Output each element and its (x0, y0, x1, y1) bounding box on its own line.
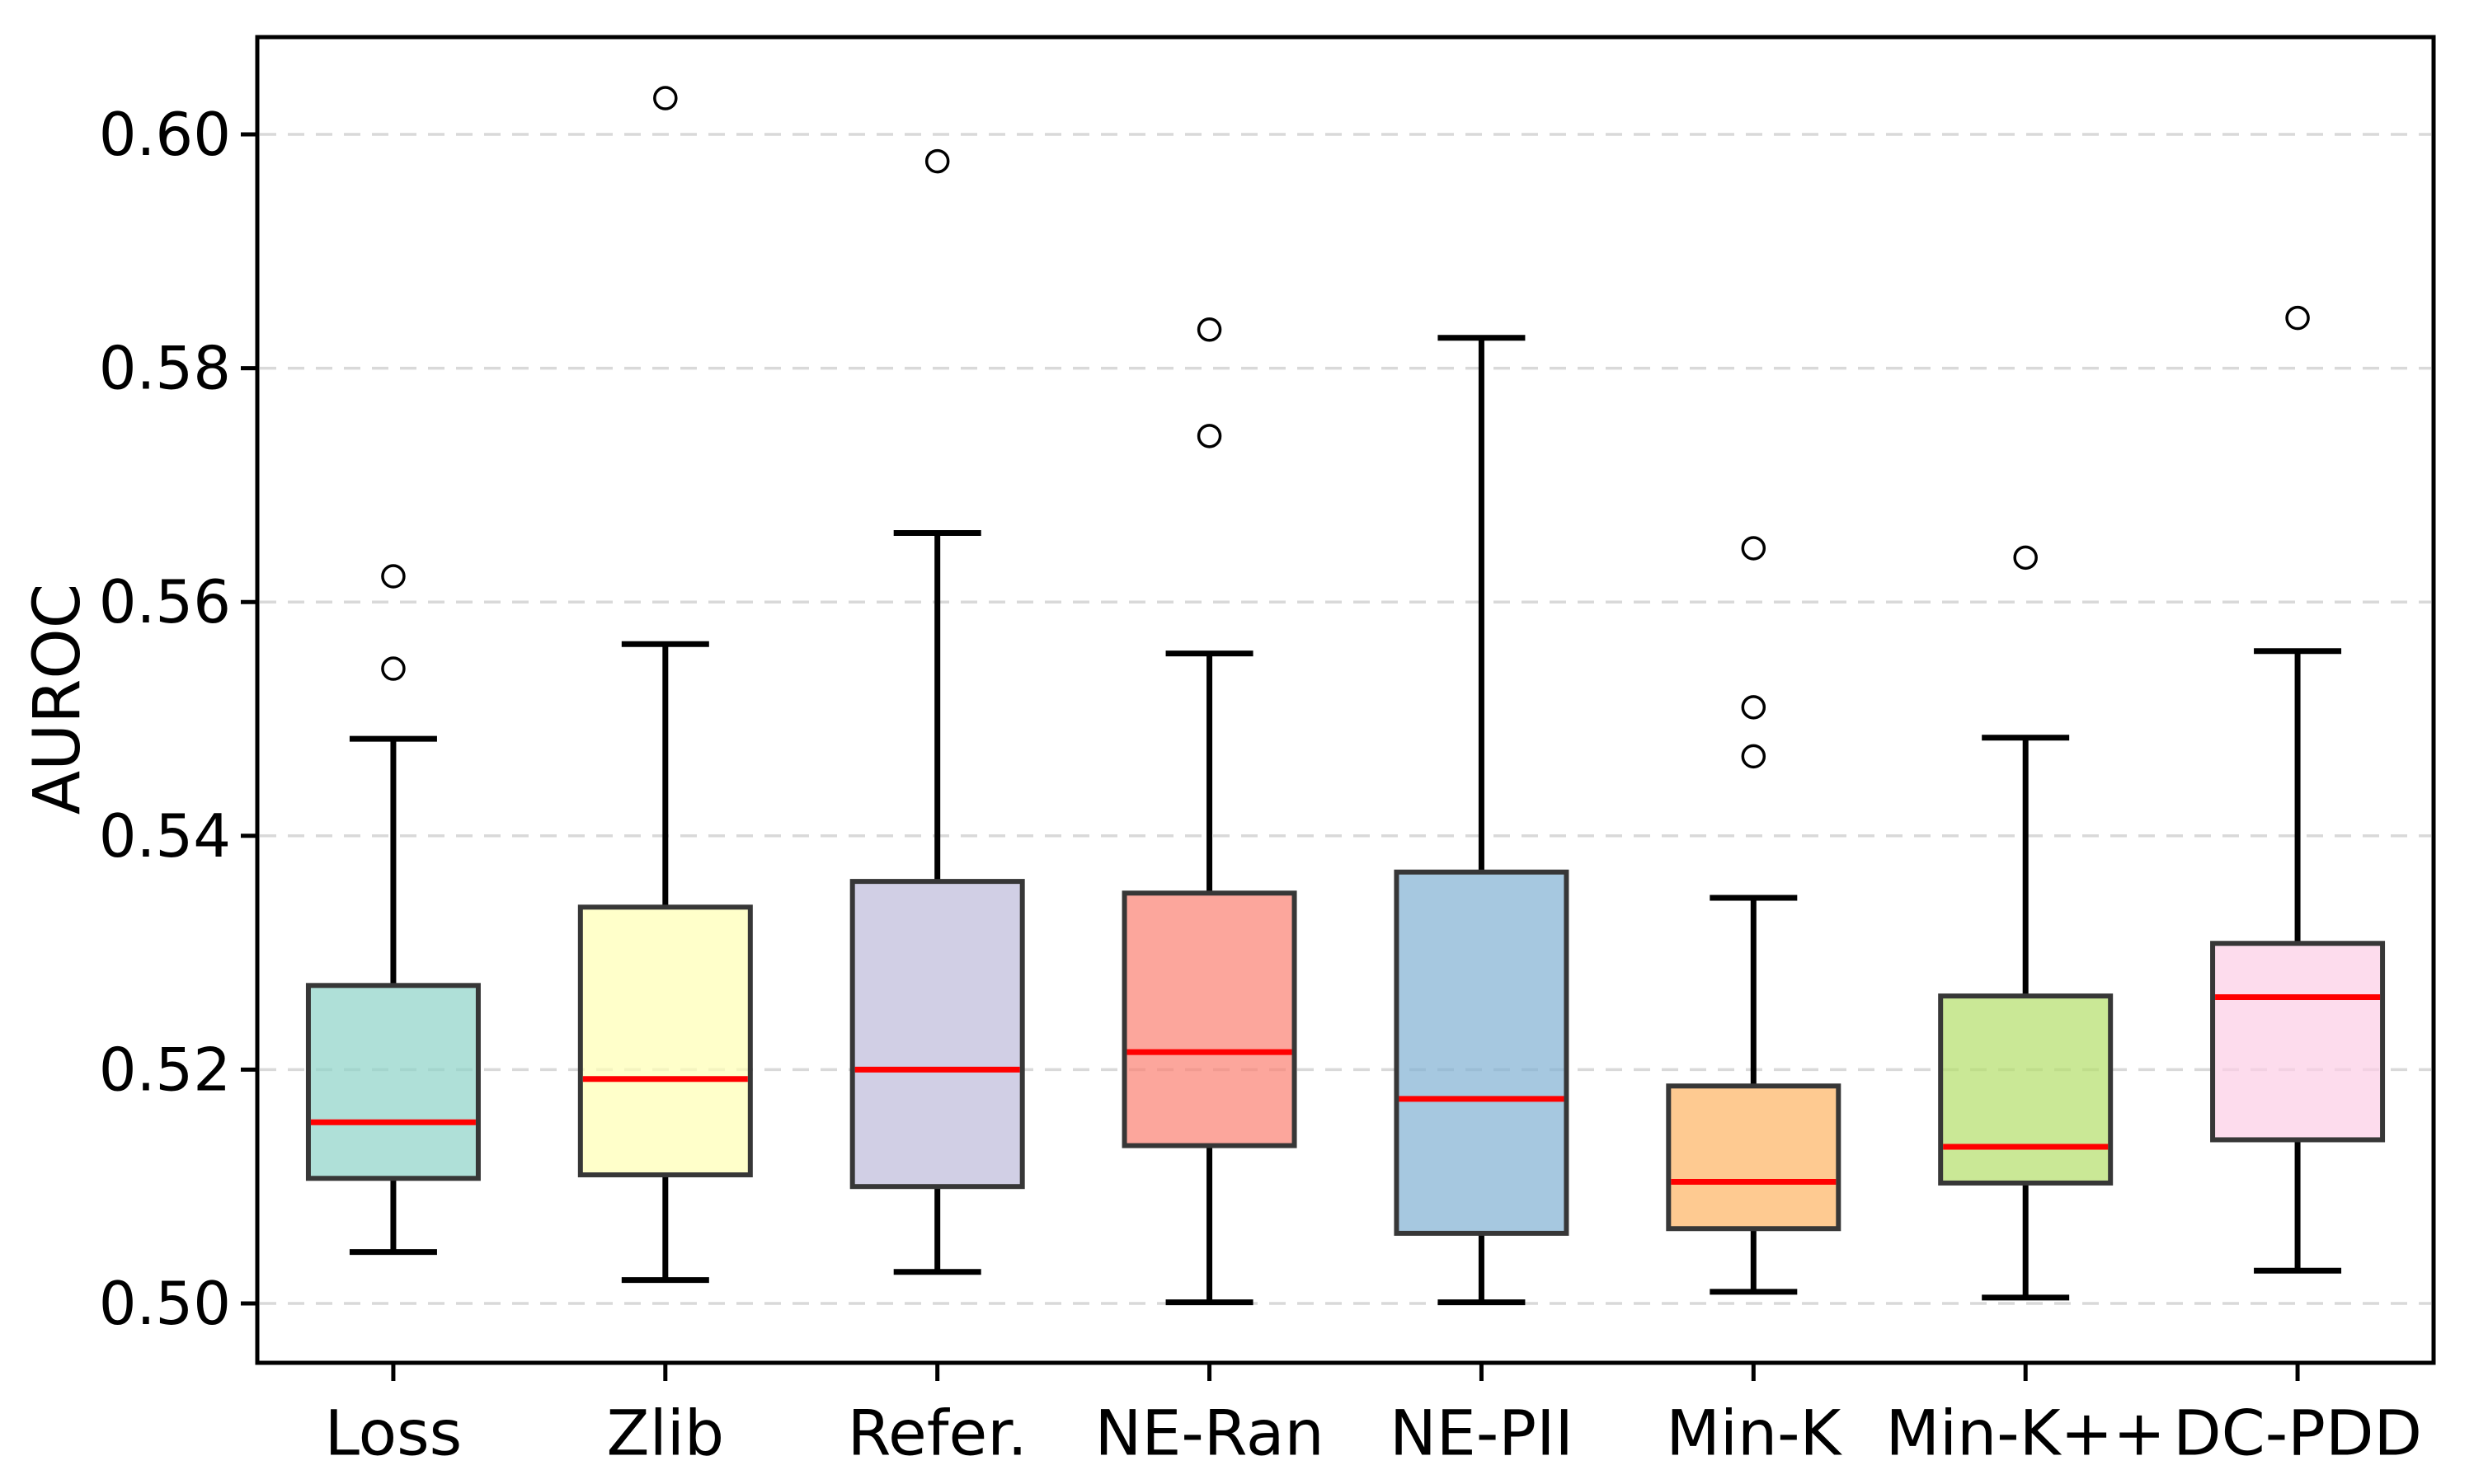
box-Loss (305, 983, 481, 1181)
outlier-point (1741, 744, 1766, 769)
outlier-point (1741, 536, 1766, 561)
y-tick-label: 0.60 (99, 100, 231, 169)
outlier-point (1741, 695, 1766, 720)
x-tick-label: NE-PII (1390, 1397, 1573, 1470)
y-tick-label: 0.52 (99, 1035, 231, 1104)
outlier-point (381, 656, 406, 681)
box-Min-K (1666, 1083, 1841, 1232)
outlier-point (924, 148, 950, 174)
x-tick-label: DC-PDD (2173, 1397, 2422, 1470)
outlier-point (653, 86, 678, 110)
x-tick-label: NE-Ran (1094, 1397, 1324, 1470)
box-DC-PDD (2210, 941, 2386, 1143)
box-NE-PII (1394, 869, 1569, 1236)
box-Refer. (849, 879, 1025, 1190)
y-tick-label: 0.50 (99, 1269, 231, 1338)
outlier-point (1197, 317, 1222, 342)
x-tick-label: Loss (325, 1397, 463, 1470)
box-Min-K++ (1938, 993, 2114, 1186)
box-NE-Ran (1122, 890, 1297, 1148)
y-tick-label: 0.56 (99, 567, 231, 636)
x-tick-label: Min-K (1666, 1397, 1842, 1470)
outlier-point (1197, 424, 1222, 448)
box-Zlib (577, 904, 753, 1178)
y-axis-label: AUROC (21, 583, 95, 815)
outlier-point (2013, 545, 2038, 571)
y-tick-label: 0.58 (99, 334, 231, 403)
outlier-point (381, 564, 406, 589)
x-tick-label: Min-K++ (1885, 1397, 2165, 1470)
y-tick-label: 0.54 (99, 801, 231, 871)
outlier-point (2285, 305, 2310, 331)
x-tick-label: Zlib (607, 1397, 725, 1470)
plot-border (255, 35, 2436, 1365)
x-tick-label: Refer. (848, 1397, 1028, 1470)
